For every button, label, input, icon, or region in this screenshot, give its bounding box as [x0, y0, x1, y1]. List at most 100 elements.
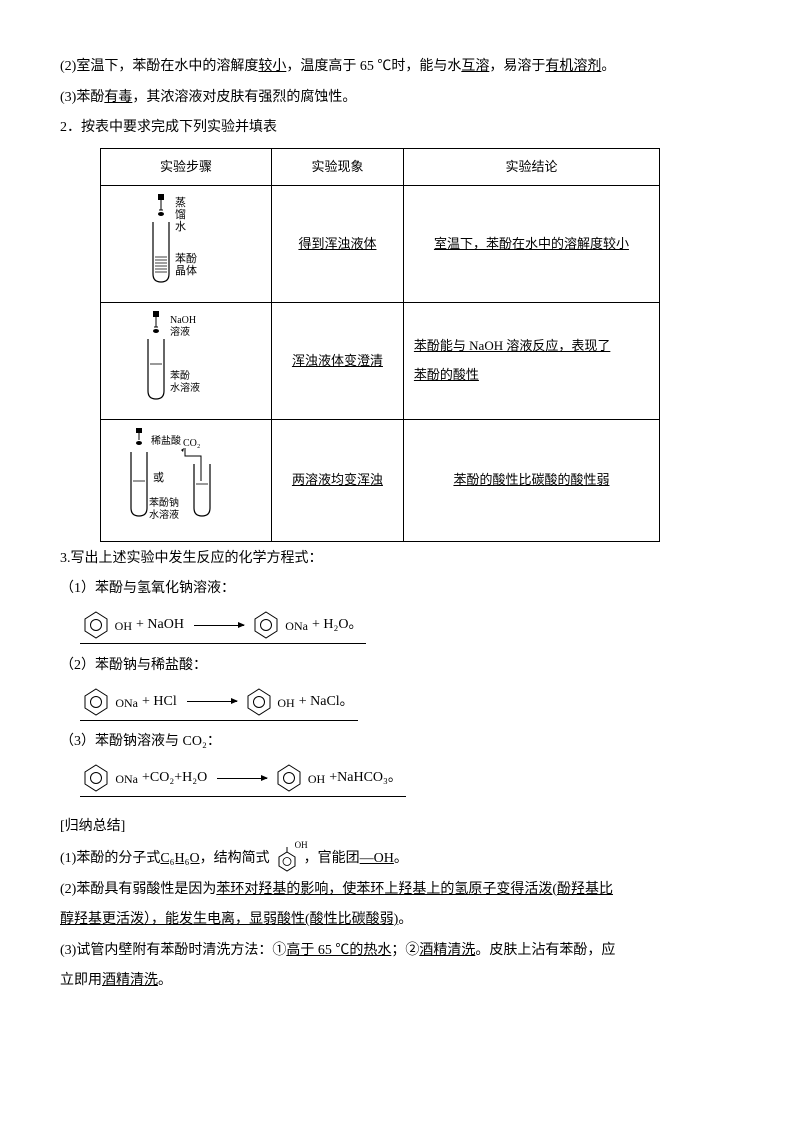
svg-text:水溶液: 水溶液 — [170, 381, 200, 394]
conclusion-text: 室温下，苯酚在水中的溶解度较小 — [434, 236, 629, 251]
text: (3)试管内壁附有苯酚时清洗方法：① — [60, 943, 286, 958]
underline: —OH — [360, 846, 394, 873]
eq1-label: （1）苯酚与氢氧化钠溶液： — [60, 576, 740, 603]
phenomenon-text: 得到浑浊液体 — [298, 236, 376, 251]
product: + H₂O。 — [312, 612, 363, 639]
text: (3)苯酚 — [60, 90, 104, 105]
arrow-icon — [217, 778, 267, 779]
svg-text:溶液: 溶液 — [170, 325, 190, 338]
svg-text:稀盐酸: 稀盐酸 — [151, 434, 181, 447]
conclusion-cell: 苯酚的酸性比碳酸的酸性弱 — [403, 419, 659, 541]
substituent: ONa — [115, 768, 138, 791]
reagent: + HCl — [142, 689, 177, 716]
conclusion-text: 苯酚的酸性比碳酸的酸性弱 — [453, 472, 609, 487]
text: 立即用 — [60, 973, 102, 988]
table-header-row: 实验步骤 实验现象 实验结论 — [101, 148, 660, 186]
svg-text:苯酚: 苯酚 — [175, 251, 197, 265]
equation-2: ONa + HCl OH + NaCl。 — [80, 683, 740, 723]
benzene-ring-icon: OH — [275, 762, 303, 794]
svg-text:苯酚钠: 苯酚钠 — [149, 496, 179, 509]
eq2-label: （2）苯酚钠与稀盐酸： — [60, 653, 740, 680]
summary-1: (1)苯酚的分子式 C₆H₆O ，结构简式 OH ，官能团—OH。 — [60, 845, 740, 873]
benzene-ring-icon: ONa — [82, 762, 110, 794]
svg-text:CO₂: CO₂ — [183, 438, 200, 449]
substituent: OH — [308, 768, 325, 791]
text: ，结构简式 — [200, 846, 270, 873]
conclusion-cell: 苯酚能与 NaOH 溶液反应，表现了 苯酚的酸性 — [403, 303, 659, 420]
reagent: + NaOH — [136, 612, 184, 639]
equation-3: ONa +CO₂+H₂O OH +NaHCO₃。 — [80, 760, 740, 800]
oh-label: OH — [295, 837, 308, 854]
summary-2: (2)苯酚具有弱酸性是因为苯环对羟基的影响，使苯环上羟基上的氢原子变得活泼(酚羟… — [60, 877, 740, 904]
phenomenon-cell: 得到浑浊液体 — [272, 186, 404, 303]
task-2-title: 2．按表中要求完成下列实验并填表 — [60, 115, 740, 142]
diagram-cell: 蒸馏水 苯酚晶体 — [101, 186, 272, 303]
table-row: NaOH溶液 苯酚水溶液 浑浊液体变澄清 苯酚能与 NaOH 溶液反应，表现了 … — [101, 303, 660, 420]
diagram-cell: 稀盐酸 或 CO₂ 苯酚钠 水溶液 — [101, 419, 272, 541]
product: + NaCl。 — [299, 689, 354, 716]
underline: 高于 65 ℃的热水 — [286, 943, 391, 958]
text: ，温度高于 65 ℃时，能与水 — [286, 59, 461, 74]
equation-underline: ONa + HCl OH + NaCl。 — [80, 686, 358, 721]
phenomenon-text: 两溶液均变浑浊 — [292, 472, 383, 487]
svg-text:水溶液: 水溶液 — [149, 508, 179, 521]
text: ；② — [391, 943, 419, 958]
benzene-ring-icon: ONa — [252, 609, 280, 641]
arrow-icon — [194, 625, 244, 626]
conclusion-text: 苯酚能与 NaOH 溶液反应，表现了 — [414, 338, 610, 353]
summary-title: [归纳总结] — [60, 814, 740, 841]
equation-underline: ONa +CO₂+H₂O OH +NaHCO₃。 — [80, 762, 406, 797]
test-tube-diagram-icon: NaOH溶液 苯酚水溶液 — [126, 309, 246, 404]
svg-text:馏: 馏 — [175, 207, 186, 221]
underline: 酒精清洗 — [102, 973, 158, 988]
phenomenon-cell: 两溶液均变浑浊 — [272, 419, 404, 541]
underline: 有机溶剂 — [545, 59, 601, 74]
svg-text:苯酚: 苯酚 — [170, 369, 190, 382]
table-row: 蒸馏水 苯酚晶体 得到浑浊液体 室温下，苯酚在水中的溶解度较小 — [101, 186, 660, 303]
substituent: OH — [277, 692, 294, 715]
substituent: OH — [115, 615, 132, 638]
header-phenomenon: 实验现象 — [272, 148, 404, 186]
underline: 互溶 — [461, 59, 489, 74]
phenomenon-cell: 浑浊液体变澄清 — [272, 303, 404, 420]
arrow-icon — [187, 701, 237, 702]
underline: 苯环对羟基的影响，使苯环上羟基上的氢原子变得活泼(酚羟基比 — [216, 882, 613, 897]
svg-text:水: 水 — [175, 220, 186, 233]
equation-1: OH + NaOH ONa + H₂O。 — [80, 607, 740, 647]
phenol-structure-icon: OH — [276, 845, 298, 873]
phenomenon-text: 浑浊液体变澄清 — [292, 353, 383, 368]
task-3-title: 3.写出上述实验中发生反应的化学方程式： — [60, 546, 740, 573]
text: ，易溶于 — [489, 59, 545, 74]
underline: 酒精清洗 — [419, 943, 475, 958]
underline: 有毒 — [104, 90, 132, 105]
svg-text:或: 或 — [153, 471, 164, 484]
reagent: +CO₂+H₂O — [142, 765, 207, 792]
paragraph-2: (2)室温下，苯酚在水中的溶解度较小，温度高于 65 ℃时，能与水互溶，易溶于有… — [60, 54, 740, 81]
svg-text:NaOH: NaOH — [170, 315, 196, 326]
text: 。 — [394, 846, 408, 873]
substituent: ONa — [285, 615, 308, 638]
benzene-ring-icon: ONa — [82, 686, 110, 718]
conclusion-text: 苯酚的酸性 — [414, 367, 479, 382]
underline: 醇羟基更活泼），能发生电离，显弱酸性(酸性比碳酸弱) — [60, 912, 398, 927]
benzene-ring-icon: OH — [245, 686, 273, 718]
text: ，其浓溶液对皮肤有强烈的腐蚀性。 — [132, 90, 356, 105]
text: (1)苯酚的分子式 — [60, 846, 160, 873]
table-row: 稀盐酸 或 CO₂ 苯酚钠 水溶液 两溶液均变浑浊 苯酚的酸性比碳酸的酸性弱 — [101, 419, 660, 541]
summary-3b: 立即用酒精清洗。 — [60, 968, 740, 995]
conclusion-cell: 室温下，苯酚在水中的溶解度较小 — [403, 186, 659, 303]
test-tube-diagram-icon: 稀盐酸 或 CO₂ 苯酚钠 水溶液 — [111, 426, 261, 526]
svg-text:蒸: 蒸 — [175, 196, 186, 209]
header-conclusion: 实验结论 — [403, 148, 659, 186]
text: 。 — [601, 59, 615, 74]
text: 。 — [398, 912, 412, 927]
summary-3: (3)试管内壁附有苯酚时清洗方法：①高于 65 ℃的热水；②酒精清洗。皮肤上沾有… — [60, 938, 740, 965]
diagram-cell: NaOH溶液 苯酚水溶液 — [101, 303, 272, 420]
text: (2)苯酚具有弱酸性是因为 — [60, 882, 216, 897]
summary-2b: 醇羟基更活泼），能发生电离，显弱酸性(酸性比碳酸弱)。 — [60, 907, 740, 934]
header-steps: 实验步骤 — [101, 148, 272, 186]
substituent: ONa — [115, 692, 138, 715]
underline: C₆H₆O — [160, 846, 199, 873]
paragraph-3: (3)苯酚有毒，其浓溶液对皮肤有强烈的腐蚀性。 — [60, 85, 740, 112]
text: 。皮肤上沾有苯酚，应 — [475, 943, 615, 958]
